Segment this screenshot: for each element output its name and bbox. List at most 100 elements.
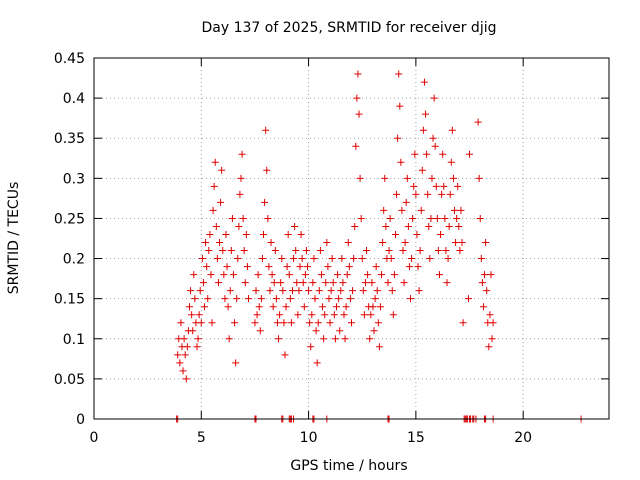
data-point	[256, 327, 264, 335]
data-point	[197, 319, 205, 327]
data-point	[199, 279, 207, 287]
data-point	[401, 239, 409, 247]
data-point	[258, 255, 266, 263]
data-point	[271, 247, 279, 255]
data-point	[449, 174, 457, 182]
data-point	[332, 303, 340, 311]
data-point	[177, 319, 185, 327]
data-point	[432, 182, 440, 190]
data-point	[231, 319, 239, 327]
data-point	[425, 222, 433, 230]
data-point	[482, 239, 490, 247]
data-point	[219, 247, 227, 255]
data-point	[317, 271, 325, 279]
data-point	[458, 239, 466, 247]
data-point	[211, 158, 219, 166]
data-point	[444, 255, 452, 263]
data-point	[363, 247, 371, 255]
data-point	[334, 271, 342, 279]
data-point	[270, 279, 278, 287]
data-point	[202, 239, 210, 247]
data-point	[253, 311, 261, 319]
data-point	[280, 319, 288, 327]
data-point	[337, 287, 345, 295]
data-point	[321, 311, 329, 319]
data-point	[285, 271, 293, 279]
data-point	[396, 102, 404, 110]
data-point	[339, 279, 347, 287]
data-point	[457, 206, 465, 214]
chart-title: Day 137 of 2025, SRMTID for receiver dji…	[202, 20, 497, 36]
data-point	[338, 255, 346, 263]
data-point	[284, 230, 292, 238]
data-point	[466, 150, 474, 158]
data-point	[404, 222, 412, 230]
data-point	[361, 279, 369, 287]
data-point	[374, 319, 382, 327]
data-point	[394, 134, 402, 142]
data-point	[354, 70, 362, 78]
plot-frame	[93, 57, 610, 420]
data-point	[417, 206, 425, 214]
data-point	[483, 287, 491, 295]
data-point	[434, 247, 442, 255]
data-point	[487, 271, 495, 279]
data-point	[311, 295, 319, 303]
data-point	[268, 271, 276, 279]
data-point	[245, 295, 252, 303]
data-point	[257, 295, 265, 303]
data-point	[453, 214, 461, 222]
data-point	[276, 311, 284, 319]
data-point	[372, 263, 380, 271]
x-axis-title: GPS time / hours	[290, 458, 407, 474]
x-tick-label: 20	[514, 430, 532, 446]
data-point	[296, 263, 304, 271]
data-point	[185, 303, 193, 311]
data-point	[322, 279, 330, 287]
data-point	[459, 319, 467, 327]
data-point	[283, 263, 291, 271]
data-point	[348, 319, 355, 327]
data-point	[314, 319, 322, 327]
data-point	[227, 247, 235, 255]
data-point	[443, 279, 451, 287]
data-point	[240, 247, 248, 255]
data-point	[262, 126, 270, 134]
data-point	[273, 319, 281, 327]
data-point	[206, 230, 214, 238]
data-point	[349, 287, 357, 295]
y-tick-label: 0.15	[54, 292, 85, 308]
data-point	[223, 263, 231, 271]
data-point	[265, 263, 273, 271]
data-point	[489, 319, 497, 327]
data-point	[419, 126, 427, 134]
data-point	[295, 287, 303, 295]
data-point	[221, 295, 229, 303]
data-point	[261, 198, 269, 206]
data-point	[440, 182, 448, 190]
data-point	[341, 335, 349, 343]
data-point	[312, 327, 320, 335]
data-point	[424, 190, 432, 198]
data-point	[307, 343, 315, 351]
data-point	[346, 295, 354, 303]
data-point	[343, 271, 351, 279]
data-point	[241, 279, 249, 287]
data-point	[209, 206, 217, 214]
data-point	[233, 295, 241, 303]
y-tick-label: 0.05	[54, 372, 85, 388]
data-point	[214, 279, 222, 287]
data-point	[305, 287, 313, 295]
data-point	[234, 255, 242, 263]
data-point	[267, 239, 275, 247]
data-point	[298, 255, 306, 263]
data-point	[369, 303, 377, 311]
data-point	[309, 279, 317, 287]
data-point	[395, 70, 403, 78]
data-point	[238, 150, 246, 158]
data-point	[306, 319, 314, 327]
data-point	[315, 287, 323, 295]
data-point	[378, 271, 386, 279]
data-point	[382, 222, 390, 230]
